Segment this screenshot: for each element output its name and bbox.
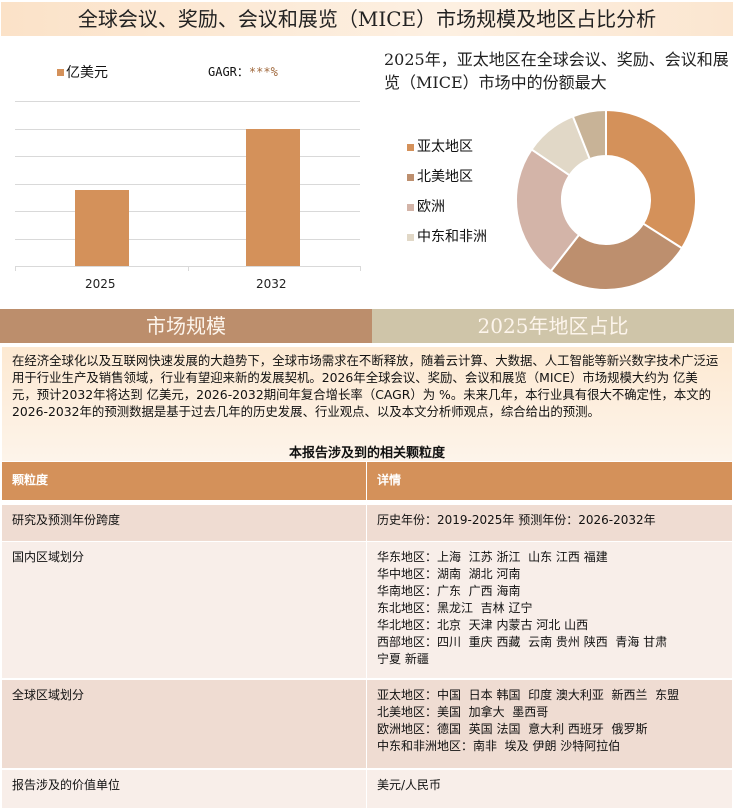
gridline xyxy=(15,211,360,212)
legend-label: 北美地区 xyxy=(417,169,473,185)
donut-slice-欧洲 xyxy=(515,148,581,273)
gridline xyxy=(15,101,360,102)
gridline xyxy=(15,238,360,240)
description-paragraph: 在经济全球化以及互联网快速发展的大趋势下，全球市场需求在不断释放，随着云计算、大… xyxy=(2,347,732,461)
detail-line: 中东和非洲地区：南非 埃及 伊朗 沙特阿拉伯 xyxy=(377,739,621,753)
section-region-share: 2025年地区占比 xyxy=(372,309,734,343)
x-tick-label: 2032 xyxy=(256,277,287,291)
x-tick-label: 2025 xyxy=(85,277,116,291)
pie-legend-item: 亚太地区 xyxy=(407,138,487,157)
legend-swatch xyxy=(57,68,64,76)
detail-line: 西部地区：四川 重庆 西藏 云南 贵州 陕西 青海 甘肃 xyxy=(377,635,668,649)
gridline xyxy=(15,156,360,157)
row-label: 国内区域划分 xyxy=(12,550,85,564)
gagr-value: ***% xyxy=(248,65,278,79)
header-details: 详情 xyxy=(366,462,732,500)
row-label: 报告涉及的价值单位 xyxy=(12,778,121,792)
detail-line: 北美地区：美国 加拿大 墨西哥 xyxy=(377,705,549,719)
row-label: 全球区域划分 xyxy=(12,688,85,702)
detail-line: 历史年份：2019-2025年 预测年份：2026-2032年 xyxy=(377,513,656,527)
section-market-size: 市场规模 xyxy=(0,309,372,343)
legend-label: 欧洲 xyxy=(417,199,445,215)
detail-line: 东北地区：黑龙江 吉林 辽宁 xyxy=(377,601,533,615)
pie-legend-item: 北美地区 xyxy=(407,168,487,187)
bar-2032 xyxy=(246,128,300,266)
donut-slice-亚太地区 xyxy=(605,108,697,250)
legend-label: 亚太地区 xyxy=(417,139,473,155)
pie-legend-item: 中东和非洲 xyxy=(407,228,487,247)
detail-line: 华南地区：广东 广西 海南 xyxy=(377,584,521,598)
detail-line: 华东地区：上海 江苏 浙江 山东 江西 福建 xyxy=(377,550,608,564)
gagr-text: GAGR： xyxy=(208,65,249,79)
header-granularity: 颗粒度 xyxy=(12,473,49,487)
legend-swatch xyxy=(407,174,414,181)
donut-slice-other xyxy=(571,108,607,161)
donut-slice-北美地区 xyxy=(549,222,684,291)
row-details: 历史年份：2019-2025年 预测年份：2026-2032年 xyxy=(366,505,732,541)
bar-2025 xyxy=(75,190,129,266)
row-details: 美元/人民币 xyxy=(366,770,732,808)
detail-line: 宁夏 新疆 xyxy=(377,652,429,666)
gridline xyxy=(15,183,360,185)
x-tick xyxy=(188,266,189,271)
gagr-label: GAGR：***% xyxy=(208,63,278,80)
table-row: 全球区域划分 亚太地区：中国 日本 韩国 印度 澳大利亚 新西兰 东盟 北美地区：美… xyxy=(2,680,732,768)
pie-title: 2025年，亚太地区在全球会议、奖励、会议和展览（MICE）市场中的份额最大 xyxy=(384,50,729,92)
row-details: 亚太地区：中国 日本 韩国 印度 澳大利亚 新西兰 东盟 北美地区：美国 加拿大 … xyxy=(366,680,732,768)
detail-line: 美元/人民币 xyxy=(377,778,442,792)
gridline xyxy=(15,266,360,267)
bar-legend: 亿美元 xyxy=(57,62,108,82)
x-tick xyxy=(360,266,361,271)
detail-line: 华北地区：北京 天津 内蒙古 河北 山西 xyxy=(377,618,589,632)
legend-swatch xyxy=(407,144,414,151)
legend-label: 亿美元 xyxy=(66,65,108,81)
table-title: 本报告涉及到的相关颗粒度 xyxy=(288,446,445,461)
legend-label: 中东和非洲 xyxy=(417,229,487,245)
detail-line: 华中地区：湖南 湖北 河南 xyxy=(377,567,521,581)
detail-line: 亚太地区：中国 日本 韩国 印度 澳大利亚 新西兰 东盟 xyxy=(377,688,680,702)
table-row: 国内区域划分 华东地区：上海 江苏 浙江 山东 江西 福建 华中地区：湖南 湖北 河… xyxy=(2,542,732,678)
gridline xyxy=(15,128,360,130)
x-tick xyxy=(15,266,16,271)
detail-line: 欧洲地区：德国 英国 法国 意大利 西班牙 俄罗斯 xyxy=(377,722,648,736)
table-header: 颗粒度 详情 xyxy=(2,462,732,500)
page-title: 全球会议、奖励、会议和展览（MICE）市场规模及地区占比分析 xyxy=(1,2,733,36)
table-row: 报告涉及的价值单位 美元/人民币 xyxy=(2,770,732,808)
row-details: 华东地区：上海 江苏 浙江 山东 江西 福建 华中地区：湖南 湖北 河南 华南地区：… xyxy=(366,542,732,678)
row-label: 研究及预测年份跨度 xyxy=(12,513,121,527)
table-row: 研究及预测年份跨度 历史年份：2019-2025年 预测年份：2026-2032年 xyxy=(2,505,732,541)
pie-legend-item: 欧洲 xyxy=(407,198,487,217)
donut-chart xyxy=(515,108,697,291)
legend-swatch xyxy=(407,234,414,241)
legend-swatch xyxy=(407,204,414,211)
